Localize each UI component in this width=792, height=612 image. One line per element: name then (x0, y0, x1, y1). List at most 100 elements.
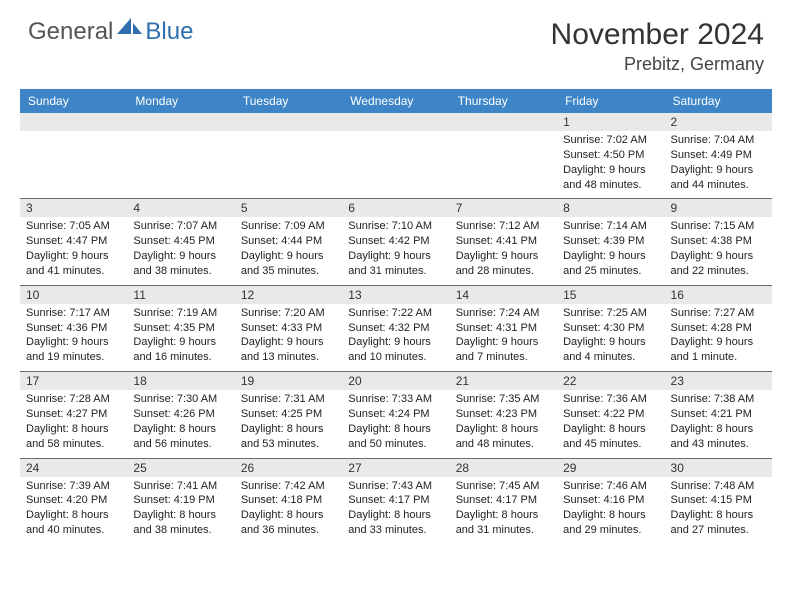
daylight-label: Daylight: 8 hours (671, 422, 766, 437)
daylight-label: and 38 minutes. (133, 264, 228, 279)
sunset-label: Sunset: 4:44 PM (241, 234, 336, 249)
daylight-label: Daylight: 8 hours (133, 422, 228, 437)
sunset-label: Sunset: 4:42 PM (348, 234, 443, 249)
sunrise-label: Sunrise: 7:12 AM (456, 219, 551, 234)
weekday-header-row: Sunday Monday Tuesday Wednesday Thursday… (20, 89, 772, 113)
daylight-label: and 27 minutes. (671, 523, 766, 538)
header: General Blue November 2024 Prebitz, Germ… (0, 0, 792, 83)
daylight-label: and 41 minutes. (26, 264, 121, 279)
daylight-label: Daylight: 9 hours (456, 335, 551, 350)
daylight-label: and 45 minutes. (563, 437, 658, 452)
calendar-cell: 9Sunrise: 7:15 AMSunset: 4:38 PMDaylight… (665, 199, 772, 285)
day-details: Sunrise: 7:45 AMSunset: 4:17 PMDaylight:… (450, 477, 557, 544)
day-number: 7 (450, 199, 557, 217)
col-thursday: Thursday (450, 89, 557, 113)
calendar-cell: 23Sunrise: 7:38 AMSunset: 4:21 PMDayligh… (665, 372, 772, 458)
day-number: 21 (450, 372, 557, 390)
day-number: 17 (20, 372, 127, 390)
sunset-label: Sunset: 4:41 PM (456, 234, 551, 249)
day-number: 14 (450, 286, 557, 304)
daylight-label: and 56 minutes. (133, 437, 228, 452)
daylight-label: Daylight: 8 hours (26, 422, 121, 437)
day-details: Sunrise: 7:33 AMSunset: 4:24 PMDaylight:… (342, 390, 449, 457)
calendar-cell: 15Sunrise: 7:25 AMSunset: 4:30 PMDayligh… (557, 285, 664, 371)
daylight-label: Daylight: 8 hours (348, 422, 443, 437)
sunrise-label: Sunrise: 7:25 AM (563, 306, 658, 321)
day-details: Sunrise: 7:46 AMSunset: 4:16 PMDaylight:… (557, 477, 664, 544)
day-details: Sunrise: 7:48 AMSunset: 4:15 PMDaylight:… (665, 477, 772, 544)
calendar-cell: 26Sunrise: 7:42 AMSunset: 4:18 PMDayligh… (235, 458, 342, 544)
day-details: Sunrise: 7:02 AMSunset: 4:50 PMDaylight:… (557, 131, 664, 198)
sunset-label: Sunset: 4:39 PM (563, 234, 658, 249)
daylight-label: Daylight: 9 hours (241, 335, 336, 350)
sunset-label: Sunset: 4:38 PM (671, 234, 766, 249)
sunset-label: Sunset: 4:16 PM (563, 493, 658, 508)
sunrise-label: Sunrise: 7:41 AM (133, 479, 228, 494)
calendar-cell: 24Sunrise: 7:39 AMSunset: 4:20 PMDayligh… (20, 458, 127, 544)
sunset-label: Sunset: 4:50 PM (563, 148, 658, 163)
sunset-label: Sunset: 4:17 PM (348, 493, 443, 508)
sunrise-label: Sunrise: 7:39 AM (26, 479, 121, 494)
sunset-label: Sunset: 4:26 PM (133, 407, 228, 422)
daylight-label: Daylight: 8 hours (563, 422, 658, 437)
day-details: Sunrise: 7:41 AMSunset: 4:19 PMDaylight:… (127, 477, 234, 544)
day-details: Sunrise: 7:30 AMSunset: 4:26 PMDaylight:… (127, 390, 234, 457)
day-number: 20 (342, 372, 449, 390)
sunrise-label: Sunrise: 7:43 AM (348, 479, 443, 494)
col-sunday: Sunday (20, 89, 127, 113)
daylight-label: and 53 minutes. (241, 437, 336, 452)
calendar-cell: 8Sunrise: 7:14 AMSunset: 4:39 PMDaylight… (557, 199, 664, 285)
sunrise-label: Sunrise: 7:04 AM (671, 133, 766, 148)
sunset-label: Sunset: 4:18 PM (241, 493, 336, 508)
day-number: 3 (20, 199, 127, 217)
sunrise-label: Sunrise: 7:17 AM (26, 306, 121, 321)
calendar-row: 24Sunrise: 7:39 AMSunset: 4:20 PMDayligh… (20, 458, 772, 544)
daylight-label: Daylight: 8 hours (563, 508, 658, 523)
calendar-cell: 6Sunrise: 7:10 AMSunset: 4:42 PMDaylight… (342, 199, 449, 285)
sunset-label: Sunset: 4:19 PM (133, 493, 228, 508)
daylight-label: Daylight: 9 hours (348, 335, 443, 350)
daylight-label: Daylight: 8 hours (26, 508, 121, 523)
calendar-cell: 30Sunrise: 7:48 AMSunset: 4:15 PMDayligh… (665, 458, 772, 544)
daylight-label: Daylight: 9 hours (133, 249, 228, 264)
sunrise-label: Sunrise: 7:30 AM (133, 392, 228, 407)
day-number (235, 113, 342, 131)
daylight-label: and 1 minute. (671, 350, 766, 365)
calendar-cell: 2Sunrise: 7:04 AMSunset: 4:49 PMDaylight… (665, 113, 772, 199)
daylight-label: and 13 minutes. (241, 350, 336, 365)
day-number: 19 (235, 372, 342, 390)
day-number: 22 (557, 372, 664, 390)
calendar-cell: 16Sunrise: 7:27 AMSunset: 4:28 PMDayligh… (665, 285, 772, 371)
day-details: Sunrise: 7:31 AMSunset: 4:25 PMDaylight:… (235, 390, 342, 457)
daylight-label: and 4 minutes. (563, 350, 658, 365)
day-details: Sunrise: 7:10 AMSunset: 4:42 PMDaylight:… (342, 217, 449, 284)
day-details: Sunrise: 7:39 AMSunset: 4:20 PMDaylight:… (20, 477, 127, 544)
sunset-label: Sunset: 4:25 PM (241, 407, 336, 422)
sunrise-label: Sunrise: 7:27 AM (671, 306, 766, 321)
daylight-label: Daylight: 8 hours (241, 422, 336, 437)
day-details (20, 131, 127, 139)
calendar-cell: 17Sunrise: 7:28 AMSunset: 4:27 PMDayligh… (20, 372, 127, 458)
calendar-cell: 27Sunrise: 7:43 AMSunset: 4:17 PMDayligh… (342, 458, 449, 544)
col-friday: Friday (557, 89, 664, 113)
day-details: Sunrise: 7:07 AMSunset: 4:45 PMDaylight:… (127, 217, 234, 284)
daylight-label: and 44 minutes. (671, 178, 766, 193)
sunrise-label: Sunrise: 7:15 AM (671, 219, 766, 234)
col-saturday: Saturday (665, 89, 772, 113)
calendar-cell: 22Sunrise: 7:36 AMSunset: 4:22 PMDayligh… (557, 372, 664, 458)
calendar-cell: 10Sunrise: 7:17 AMSunset: 4:36 PMDayligh… (20, 285, 127, 371)
daylight-label: and 38 minutes. (133, 523, 228, 538)
day-number: 28 (450, 459, 557, 477)
calendar-cell: 25Sunrise: 7:41 AMSunset: 4:19 PMDayligh… (127, 458, 234, 544)
sunrise-label: Sunrise: 7:07 AM (133, 219, 228, 234)
calendar-cell: 28Sunrise: 7:45 AMSunset: 4:17 PMDayligh… (450, 458, 557, 544)
sunset-label: Sunset: 4:22 PM (563, 407, 658, 422)
calendar-cell (127, 113, 234, 199)
calendar-row: 3Sunrise: 7:05 AMSunset: 4:47 PMDaylight… (20, 199, 772, 285)
daylight-label: and 19 minutes. (26, 350, 121, 365)
day-details: Sunrise: 7:17 AMSunset: 4:36 PMDaylight:… (20, 304, 127, 371)
calendar-cell: 1Sunrise: 7:02 AMSunset: 4:50 PMDaylight… (557, 113, 664, 199)
logo-sail-icon (117, 16, 143, 41)
daylight-label: and 25 minutes. (563, 264, 658, 279)
daylight-label: Daylight: 8 hours (456, 422, 551, 437)
